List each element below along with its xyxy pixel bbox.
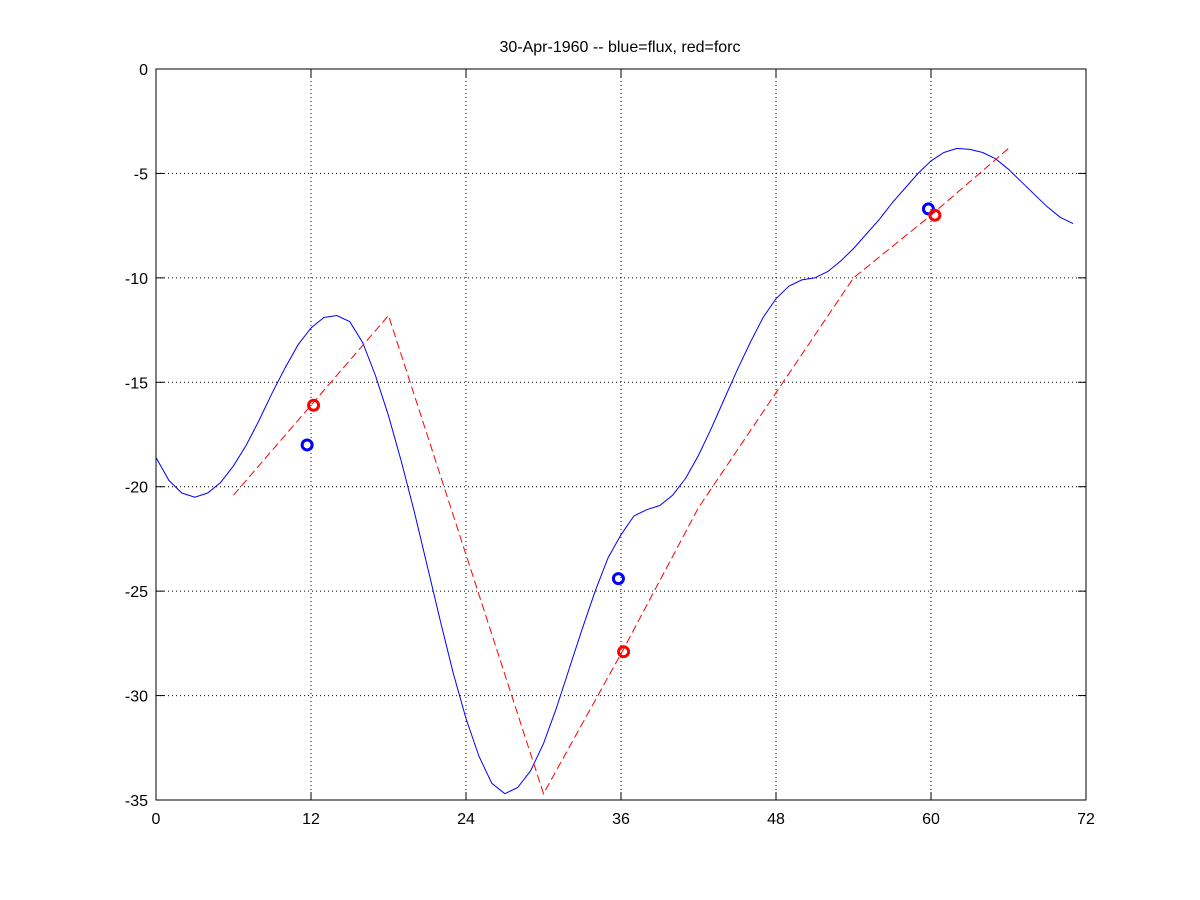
forc-series-line — [233, 148, 1009, 795]
flux-marker — [300, 438, 314, 452]
x-tick-label: 12 — [302, 811, 320, 828]
x-tick-label: 36 — [612, 811, 630, 828]
grid — [156, 69, 1086, 800]
forc-marker — [617, 645, 631, 659]
y-tick-label: -5 — [134, 166, 148, 183]
series-layer — [155, 147, 1074, 795]
y-tick-label: -25 — [125, 584, 148, 601]
y-tick-label: -15 — [125, 375, 148, 392]
y-tick-label: -20 — [125, 480, 148, 497]
forc-marker — [307, 398, 321, 412]
marker-layer — [300, 202, 942, 659]
ticks — [155, 68, 1087, 801]
tick-labels: 0 12 24 36 48 60 72 0 -5 -10 -15 -20 -25 -30 -35 — [125, 62, 1095, 828]
x-tick-label: 60 — [922, 811, 940, 828]
y-tick-label: -30 — [125, 689, 148, 706]
y-tick-label: -10 — [125, 271, 148, 288]
y-tick-label: -35 — [125, 793, 148, 810]
flux-series-line — [155, 147, 1074, 795]
x-tick-label: 24 — [457, 811, 475, 828]
flux-marker — [611, 572, 625, 586]
x-tick-label: 0 — [152, 811, 161, 828]
chart-title: 30-Apr-1960 -- blue=flux, red=forc — [499, 39, 740, 56]
y-tick-label: 0 — [139, 62, 148, 79]
x-tick-label: 72 — [1077, 811, 1095, 828]
forc-marker — [928, 208, 942, 222]
x-tick-label: 48 — [767, 811, 785, 828]
